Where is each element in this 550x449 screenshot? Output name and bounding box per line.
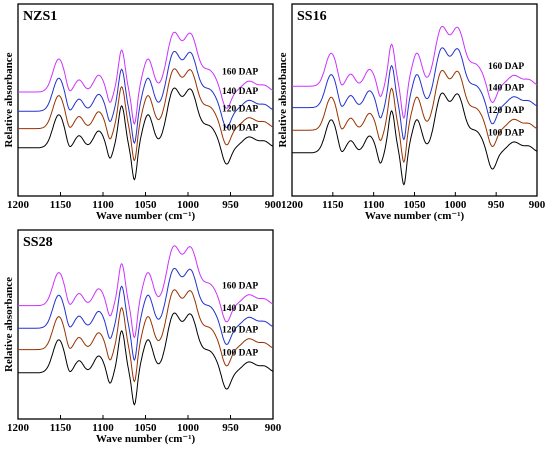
series-line-100-dap [18, 312, 274, 406]
x-tick-label: 1200 [281, 199, 304, 211]
x-tick-label: 1000 [177, 422, 200, 434]
x-tick-label: 1200 [7, 422, 30, 434]
series-line-140-dap [18, 50, 274, 144]
series-label: 100 DAP [222, 348, 258, 358]
y-axis-label: Relative absorbance [277, 52, 289, 147]
x-tick-label: 900 [265, 199, 282, 211]
series-label: 160 DAP [488, 62, 524, 72]
panel-title: SS16 [297, 9, 327, 24]
x-tick-label: 1150 [322, 199, 344, 211]
x-tick-label: 1100 [92, 199, 114, 211]
series-label: 160 DAP [222, 68, 258, 78]
series-line-160-dap [18, 245, 274, 339]
x-tick-label: 1200 [7, 199, 30, 211]
x-tick-label: 900 [529, 199, 546, 211]
chart-panel-1: SS16 1200 1150 1100 1050 1000 950 900 Wave numbe… [277, 3, 546, 222]
x-axis-label: Wave number (cm⁻¹) [96, 433, 196, 445]
y-axis-label: Relative absorbance [3, 277, 15, 372]
panel-title: NZS1 [23, 9, 57, 24]
series-line-140-dap [18, 267, 274, 361]
series-label: 140 DAP [222, 87, 258, 97]
series-label: 120 DAP [222, 325, 258, 335]
x-tick-label: 1100 [92, 422, 114, 434]
x-tick-label: 950 [488, 199, 505, 211]
series-label: 140 DAP [222, 304, 258, 314]
series-label: 100 DAP [222, 123, 258, 133]
x-tick-label: 1000 [177, 199, 200, 211]
chart-panel-0: NZS1 1200 1150 1100 1050 1000 950 900 Wave numbe… [3, 3, 282, 222]
series-line-120-dap [292, 69, 538, 163]
series-line-100-dap [18, 87, 274, 181]
series-line-160-dap [292, 25, 538, 119]
x-tick-label: 1150 [50, 422, 72, 434]
series-line-100-dap [292, 92, 538, 186]
series-line-120-dap [18, 289, 274, 383]
panel-title: SS28 [23, 235, 53, 250]
x-tick-label: 1000 [444, 199, 467, 211]
series-line-160-dap [18, 31, 274, 125]
x-tick-label: 1100 [363, 199, 385, 211]
series-line-120-dap [18, 68, 274, 162]
series-label: 160 DAP [222, 281, 258, 291]
x-tick-label: 950 [222, 199, 239, 211]
series-label: 120 DAP [222, 104, 258, 114]
series-label: 120 DAP [488, 106, 524, 116]
chart-panel-2: SS28 1200 1150 1100 1050 1000 950 900 Wave numbe… [3, 229, 282, 445]
x-tick-label: 900 [265, 422, 282, 434]
x-axis-label: Wave number (cm⁻¹) [365, 210, 465, 222]
x-tick-label: 1050 [135, 422, 158, 434]
x-tick-label: 1150 [50, 199, 72, 211]
y-axis-label: Relative absorbance [3, 52, 15, 147]
series-line-140-dap [292, 47, 538, 141]
series-label: 140 DAP [488, 83, 524, 93]
x-tick-label: 1050 [135, 199, 158, 211]
series-label: 100 DAP [488, 128, 524, 138]
x-axis-label: Wave number (cm⁻¹) [96, 210, 196, 222]
x-tick-label: 1050 [404, 199, 427, 211]
x-tick-label: 950 [222, 422, 239, 434]
